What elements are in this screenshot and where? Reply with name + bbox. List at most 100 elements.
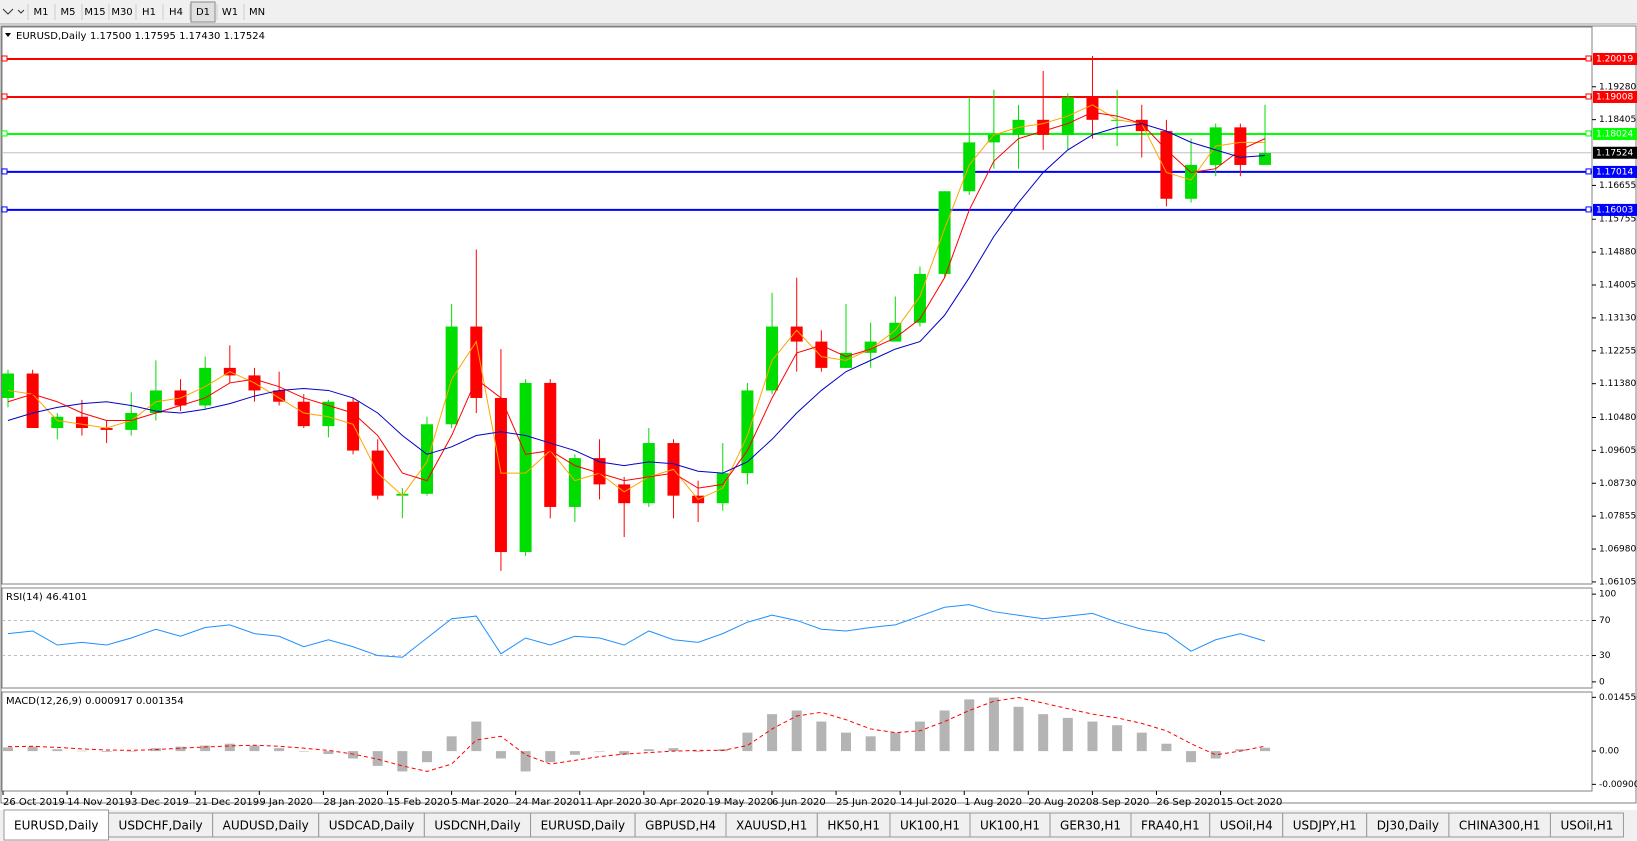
- tab-label[interactable]: USOil,H1: [1560, 819, 1613, 833]
- y-tick-label: 1.12255: [1599, 346, 1636, 356]
- y-tick-label: 1.15755: [1599, 215, 1636, 225]
- candle-body: [1160, 131, 1173, 199]
- y-tick-label: 1.06105: [1599, 577, 1636, 587]
- tab[interactable]: EURUSD,Daily: [530, 812, 636, 838]
- macd-bar: [594, 751, 605, 752]
- tab-label[interactable]: AUDUSD,Daily: [223, 819, 309, 833]
- level-handle: [1, 168, 8, 175]
- toolbar-icon[interactable]: [2, 8, 25, 15]
- indicator-title: RSI(14) 46.4101: [6, 592, 87, 603]
- level-handle: [1, 130, 8, 137]
- candle-body: [125, 412, 138, 430]
- candle-body: [642, 443, 655, 504]
- candle-body: [913, 273, 926, 323]
- timeframe-button[interactable]: MN: [249, 7, 265, 18]
- tab-label[interactable]: UK100,H1: [980, 819, 1040, 833]
- tab-bg: [3, 809, 110, 841]
- y-tick-label: 1.09605: [1599, 446, 1636, 456]
- level-label-bg: [1593, 165, 1637, 178]
- tab-label[interactable]: DJ30,Daily: [1377, 819, 1439, 833]
- candle-body: [1185, 164, 1198, 199]
- tab[interactable]: DJ30,Daily: [1366, 812, 1450, 838]
- tab-label[interactable]: USDCAD,Daily: [329, 819, 415, 833]
- tab[interactable]: USDCAD,Daily: [318, 812, 425, 838]
- tab[interactable]: USOil,H4: [1209, 812, 1284, 838]
- tab[interactable]: FRA40,H1: [1130, 812, 1211, 838]
- signal-line: [7, 697, 1266, 772]
- tab-bg: [1549, 812, 1624, 838]
- tab[interactable]: GER30,H1: [1049, 812, 1132, 838]
- macd-bar: [569, 751, 580, 755]
- candle-body: [618, 484, 631, 504]
- timeframe-button[interactable]: M30: [111, 7, 132, 18]
- tab-label[interactable]: USDCNH,Daily: [434, 819, 520, 833]
- macd-bar: [1235, 749, 1246, 752]
- macd-bar: [1136, 732, 1147, 752]
- y-tick-label: -0.009001: [1599, 780, 1637, 790]
- candle-body: [766, 326, 779, 391]
- tab-label[interactable]: USOil,H4: [1220, 819, 1273, 833]
- macd-bar: [1260, 747, 1270, 752]
- tab[interactable]: USDCNH,Daily: [423, 812, 532, 838]
- tab-label[interactable]: EURUSD,Daily: [14, 819, 99, 833]
- tab[interactable]: UK100,H1: [969, 812, 1051, 838]
- tab-label[interactable]: FRA40,H1: [1141, 819, 1200, 833]
- tab[interactable]: AUDUSD,Daily: [212, 812, 320, 838]
- symbol-arrow: [5, 33, 11, 37]
- tab[interactable]: UK100,H1: [889, 812, 971, 838]
- timeframe-button[interactable]: M1: [34, 7, 49, 18]
- candle-body: [815, 341, 828, 368]
- timeframe-button[interactable]: D1: [196, 7, 210, 18]
- tab-label[interactable]: UK100,H1: [900, 819, 960, 833]
- candle-body: [568, 458, 581, 507]
- indicator-title: MACD(12,26,9) 0.000917 0.001354: [6, 696, 184, 707]
- tab[interactable]: HK50,H1: [816, 812, 891, 838]
- tab-bg: [969, 812, 1051, 838]
- timeframe-button[interactable]: H1: [142, 7, 156, 18]
- tab[interactable]: USDJPY,H1: [1282, 812, 1368, 838]
- moving-average: [7, 111, 1266, 489]
- level-handle: [1, 206, 8, 213]
- tab-label[interactable]: USDJPY,H1: [1293, 819, 1357, 833]
- tab-label[interactable]: GBPUSD,H4: [645, 819, 716, 833]
- macd-bar: [1161, 743, 1172, 752]
- tab[interactable]: XAUUSD,H1: [725, 812, 818, 838]
- candle-body: [2, 373, 14, 398]
- tab-bg: [889, 812, 971, 838]
- macd-bar: [1038, 714, 1049, 752]
- candle-body: [593, 458, 606, 485]
- y-tick-label: 1.06980: [1599, 545, 1636, 555]
- level-label-bg: [1593, 127, 1637, 140]
- tab-label[interactable]: GER30,H1: [1060, 819, 1121, 833]
- y-tick-label: 1.08730: [1599, 479, 1636, 489]
- candle-body: [470, 326, 483, 398]
- candle-body: [519, 382, 532, 553]
- panel-frame: [1, 26, 1593, 585]
- timeframe-button[interactable]: H4: [169, 7, 183, 18]
- tab-label[interactable]: EURUSD,Daily: [541, 819, 626, 833]
- tab[interactable]: CHINA300,H1: [1448, 812, 1551, 838]
- tab[interactable]: EURUSD,Daily: [3, 809, 110, 841]
- tab-bg: [1130, 812, 1211, 838]
- macd-bar: [668, 748, 679, 752]
- x-tick-label: 26 Sep 2020: [1156, 797, 1219, 808]
- tab-label[interactable]: XAUUSD,H1: [736, 819, 807, 833]
- timeframe-button[interactable]: W1: [222, 7, 238, 18]
- tab[interactable]: USOil,H1: [1549, 812, 1624, 838]
- tab-label[interactable]: USDCHF,Daily: [119, 819, 203, 833]
- candle-body: [790, 326, 803, 342]
- y-tick-label: 1.18405: [1599, 115, 1636, 125]
- tab[interactable]: USDCHF,Daily: [108, 812, 214, 838]
- macd-bar: [767, 714, 778, 752]
- tab[interactable]: GBPUSD,H4: [634, 812, 727, 838]
- y-tick-label: 0.014556: [1599, 693, 1637, 703]
- x-tick-label: 1 Aug 2020: [964, 797, 1022, 808]
- tab-bg: [725, 812, 818, 838]
- macd-bar: [1087, 721, 1098, 752]
- tab-label[interactable]: CHINA300,H1: [1459, 819, 1541, 833]
- candle-body: [297, 401, 310, 427]
- timeframe-button[interactable]: M5: [61, 7, 76, 18]
- timeframe-button[interactable]: M15: [84, 7, 105, 18]
- tabs: EURUSD,Daily USDCHF,Daily AUDUSD,Daily USDC…: [3, 809, 1624, 841]
- tab-label[interactable]: HK50,H1: [827, 819, 880, 833]
